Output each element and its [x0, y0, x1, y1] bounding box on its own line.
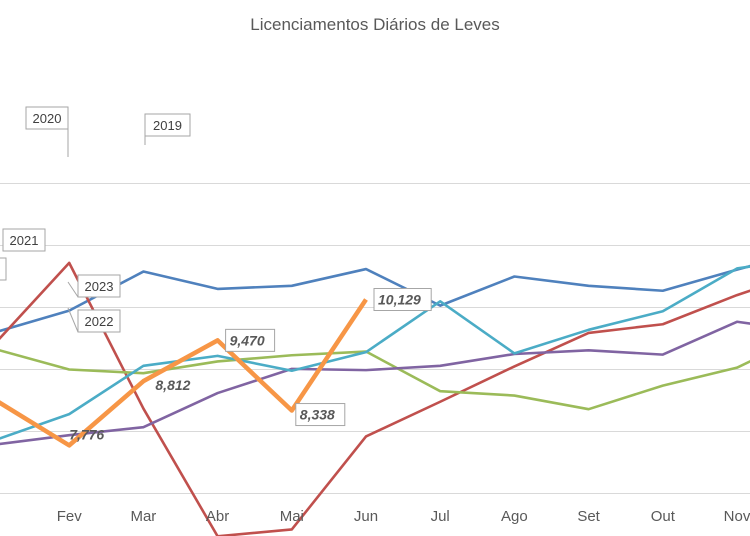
- callout-box: [0, 257, 7, 281]
- x-tick-label: Nov: [724, 508, 750, 525]
- chart-title: Licenciamentos Diários de Leves: [250, 15, 499, 34]
- x-tick-label: Fev: [57, 508, 83, 525]
- x-tick-label: Jul: [431, 508, 450, 525]
- series-line-2020: [0, 261, 750, 536]
- x-tick-label: Abr: [206, 508, 229, 525]
- gridlines: [0, 183, 750, 494]
- series-line-2019: [0, 264, 750, 333]
- series-callouts: 2020 2019 2021 2023 2022 4: [0, 106, 191, 333]
- series-callout: 2019: [144, 113, 191, 145]
- series-callout: 2021: [2, 228, 46, 252]
- data-label-group: 7,776: [69, 426, 104, 442]
- data-label: 8,812: [155, 377, 190, 393]
- callout-box: [25, 106, 69, 130]
- series-line-2023: [0, 265, 750, 440]
- callout-leader: [67, 307, 79, 333]
- x-tick-label: Ago: [501, 508, 528, 525]
- x-tick-label: Jun: [354, 508, 378, 525]
- callout-box: [77, 309, 121, 333]
- x-tick-label: Out: [651, 508, 676, 525]
- series-callout: 2020: [25, 106, 69, 157]
- data-label-group: 9,470: [225, 328, 276, 352]
- callout-label: 2019: [153, 118, 182, 133]
- data-label: 8,338: [300, 407, 335, 423]
- data-label-box: [225, 328, 276, 352]
- x-tick-label: Mai: [280, 508, 304, 525]
- series-callout: 4: [0, 257, 7, 281]
- data-label-box: [295, 403, 346, 427]
- data-label-box: [373, 288, 432, 312]
- data-label: 7,776: [69, 426, 104, 442]
- series-line-2024: [0, 298, 368, 448]
- x-tick-label: Mar: [130, 508, 156, 525]
- data-label: 10,129: [378, 292, 421, 308]
- series-callout: 2022: [67, 307, 121, 333]
- callout-label: 2021: [10, 233, 39, 248]
- data-labels: 7,776 8,812 9,470 8,338 10,129: [69, 288, 432, 442]
- callout-label: 2023: [85, 279, 114, 294]
- callout-box: [2, 228, 46, 252]
- data-label: 9,470: [230, 332, 265, 348]
- x-axis-ticks: nFevMarAbrMaiJunJulAgoSetOutNov: [57, 508, 750, 525]
- callout-box: [144, 113, 191, 137]
- x-tick-label: Set: [577, 508, 600, 525]
- data-label-group: 8,338: [295, 403, 346, 427]
- callout-leader: [67, 281, 79, 298]
- series-line-2022: [0, 320, 750, 446]
- callout-label: 2020: [33, 111, 62, 126]
- callout-box: [77, 274, 121, 298]
- callout-label: 2022: [85, 314, 114, 329]
- series-callout: 2023: [67, 274, 121, 298]
- data-label-group: 8,812: [155, 377, 190, 393]
- data-label-group: 10,129: [373, 288, 432, 312]
- series-lines: [0, 261, 750, 536]
